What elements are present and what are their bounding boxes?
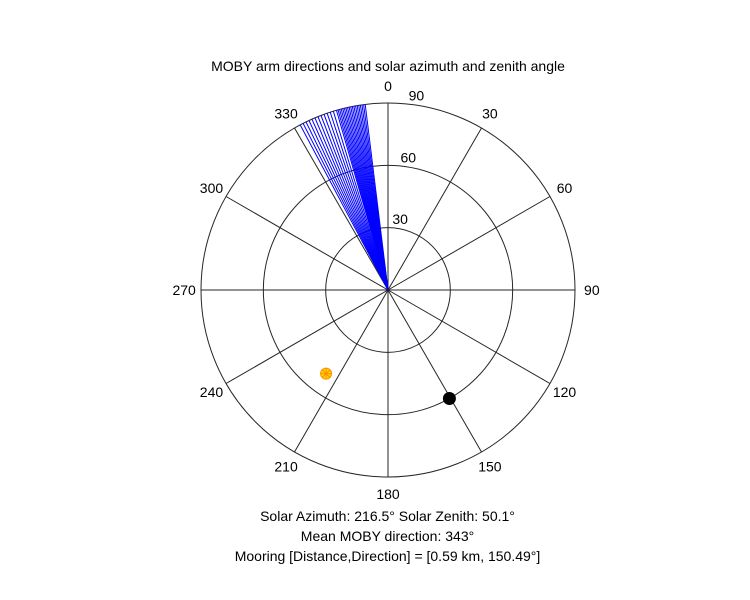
- angle-tick-label-0: 0: [384, 78, 392, 94]
- angle-tick-label-90: 90: [584, 282, 600, 298]
- radial-tick-label-90: 90: [409, 88, 425, 104]
- mean-direction-text: Mean MOBY direction: 343°: [300, 528, 475, 544]
- polar-grid: [200, 102, 576, 478]
- moby-arm-line: [323, 114, 389, 291]
- moby-arm-line: [326, 113, 389, 291]
- mooring-marker: [442, 391, 456, 405]
- grid-spoke-330: [294, 127, 389, 291]
- grid-spoke-240: [225, 289, 389, 384]
- angle-tick-label-30: 30: [482, 105, 498, 121]
- moby-arm-line: [305, 121, 389, 291]
- angle-tick-label-150: 150: [478, 459, 502, 475]
- axis-labels: 0 30 60 90 120 150 180 210 240 270 300 330 30 60 90: [172, 78, 599, 502]
- moby-arm-line: [317, 116, 389, 291]
- radial-tick-label-60: 60: [400, 149, 416, 165]
- radial-tick-label-30: 30: [392, 211, 408, 227]
- moby-arm-lines: [299, 104, 389, 291]
- solar-info-text: Solar Azimuth: 216.5° Solar Zenith: 50.1…: [260, 508, 515, 524]
- moby-arm-line: [364, 104, 389, 291]
- moby-arm-line: [308, 120, 389, 291]
- moby-arm-line: [299, 124, 389, 291]
- moby-arm-line: [320, 115, 389, 291]
- moby-arm-line: [311, 118, 389, 291]
- moby-arm-line: [332, 111, 389, 291]
- grid-spoke-120: [387, 289, 551, 384]
- sun-icon: [320, 367, 333, 380]
- angle-tick-label-60: 60: [557, 180, 573, 196]
- grid-spoke-210: [294, 289, 389, 453]
- angle-tick-label-330: 330: [274, 105, 298, 121]
- moby-arm-line: [329, 111, 389, 291]
- chart-title: MOBY arm directions and solar azimuth an…: [211, 58, 565, 74]
- moby-arm-line: [314, 117, 389, 291]
- angle-tick-label-270: 270: [172, 282, 196, 298]
- grid-spoke-30: [387, 127, 482, 291]
- angle-tick-label-300: 300: [200, 180, 224, 196]
- angle-tick-label-210: 210: [274, 459, 298, 475]
- grid-spoke-60: [387, 196, 551, 291]
- grid-spoke-150: [387, 289, 482, 453]
- angle-tick-label-180: 180: [376, 486, 400, 502]
- grid-spoke-300: [225, 196, 389, 291]
- moby-arm-line: [302, 123, 389, 291]
- angle-tick-label-240: 240: [200, 384, 224, 400]
- markers: [320, 367, 456, 405]
- angle-tick-label-120: 120: [553, 384, 577, 400]
- mooring-info-text: Mooring [Distance,Direction] = [0.59 km,…: [234, 548, 541, 564]
